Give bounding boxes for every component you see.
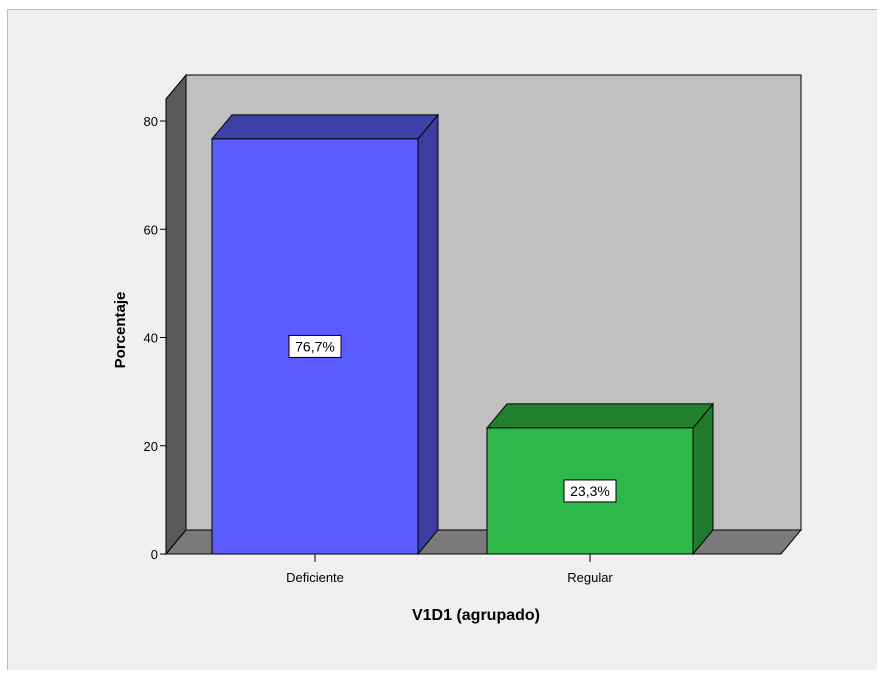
y-axis: 0 20 40 60 80 bbox=[144, 99, 166, 562]
bar-top bbox=[487, 404, 713, 428]
data-label: 76,7% bbox=[295, 338, 335, 354]
y-tick-label: 20 bbox=[144, 439, 158, 454]
data-label: 23,3% bbox=[570, 483, 610, 499]
bar-top bbox=[212, 115, 438, 139]
y-tick-label: 80 bbox=[144, 114, 158, 129]
bar-side bbox=[693, 404, 713, 554]
x-axis: Deficiente Regular bbox=[286, 554, 613, 585]
y-tick-label: 40 bbox=[144, 331, 158, 346]
y-tick-label: 60 bbox=[144, 222, 158, 237]
chart-frame: 0 20 40 60 80 76,7% 23,3% Deficiente Regular P… bbox=[7, 9, 877, 670]
side-wall bbox=[166, 75, 186, 554]
bar-chart: 0 20 40 60 80 76,7% 23,3% Deficiente Regular P… bbox=[8, 10, 878, 671]
y-axis-title: Porcentaje bbox=[112, 292, 129, 369]
y-tick-label: 0 bbox=[151, 547, 158, 562]
x-tick-label: Regular bbox=[567, 570, 613, 585]
x-axis-title: V1D1 (agrupado) bbox=[412, 607, 540, 624]
bar-side bbox=[418, 115, 438, 554]
x-tick-label: Deficiente bbox=[286, 570, 344, 585]
